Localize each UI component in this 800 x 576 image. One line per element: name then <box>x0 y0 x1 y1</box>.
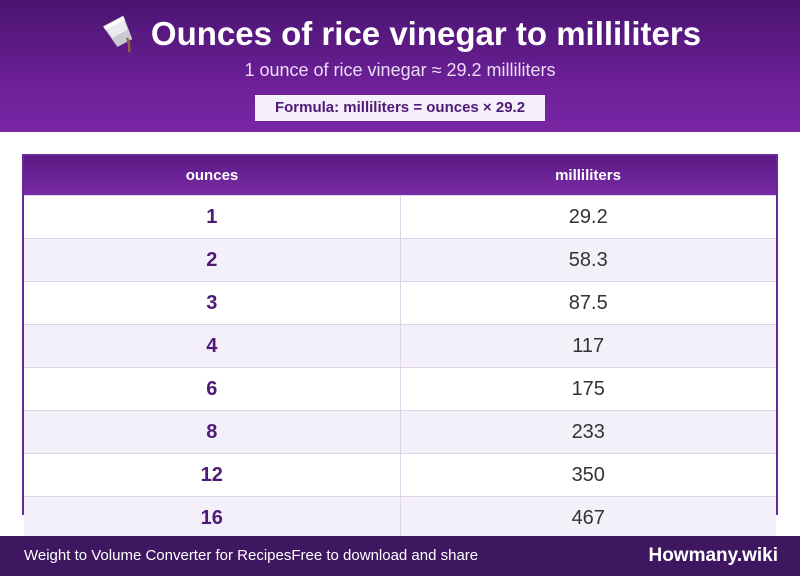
footer-caption: Weight to Volume Converter for RecipesFr… <box>24 536 478 576</box>
milliliters-cell: 175 <box>400 367 776 411</box>
milliliters-cell: 350 <box>400 453 776 497</box>
table-row: 6 175 <box>24 367 776 411</box>
milliliters-cell: 233 <box>400 410 776 454</box>
footer-text-secondary: Free to download and share <box>291 547 479 564</box>
ounces-cell: 3 <box>24 281 401 325</box>
page-title: Ounces of rice vinegar to milliliters <box>150 15 702 52</box>
footer: Weight to Volume Converter for RecipesFr… <box>0 536 800 576</box>
ounces-cell: 2 <box>24 238 401 282</box>
milliliters-cell: 29.2 <box>400 195 776 239</box>
table-row: 3 87.5 <box>24 281 776 325</box>
milliliters-cell: 117 <box>400 324 776 368</box>
pouring-cup-icon <box>99 14 139 54</box>
formula-badge: Formula: milliliters = ounces × 29.2 <box>255 95 545 121</box>
table-row: 2 58.3 <box>24 238 776 282</box>
table-row: 1 29.2 <box>24 195 776 239</box>
ounces-cell: 8 <box>24 410 401 454</box>
subtitle: 1 ounce of rice vinegar ≈ 29.2 millilite… <box>244 60 556 80</box>
header: Ounces of rice vinegar to milliliters 1 … <box>0 0 800 132</box>
brand-logo[interactable]: Howmany.wiki <box>648 545 778 566</box>
table-row: 4 117 <box>24 324 776 368</box>
table-row: 12 350 <box>24 453 776 497</box>
footer-text: Weight to Volume Converter for Recipes <box>24 547 292 564</box>
ounces-cell: 4 <box>24 324 401 368</box>
table-row: 8 233 <box>24 410 776 454</box>
column-header-milliliters: milliliters <box>400 156 776 196</box>
milliliters-cell: 87.5 <box>400 281 776 325</box>
table-header-row: ounces milliliters <box>24 156 776 196</box>
milliliters-cell: 467 <box>400 496 776 539</box>
ounces-cell: 6 <box>24 367 401 411</box>
title-row: Ounces of rice vinegar to milliliters <box>0 12 800 56</box>
ounces-cell: 16 <box>24 496 401 539</box>
conversion-table: ounces milliliters 1 29.2 2 58.3 3 87.5 … <box>22 154 778 539</box>
column-header-ounces: ounces <box>24 156 400 196</box>
ounces-cell: 12 <box>24 453 401 497</box>
ounces-cell: 1 <box>24 195 401 239</box>
milliliters-cell: 58.3 <box>400 238 776 282</box>
table-row: 16 467 <box>24 496 776 539</box>
